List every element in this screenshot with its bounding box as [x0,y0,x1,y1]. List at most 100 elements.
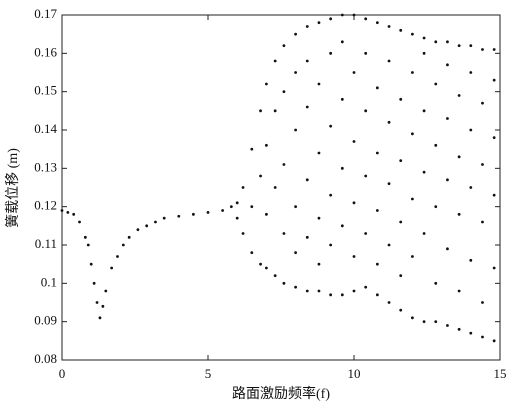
point [352,289,356,293]
point [492,78,496,82]
point [265,143,268,147]
point [422,109,426,113]
point [446,117,449,120]
point [457,94,461,97]
point [235,201,239,205]
point [492,266,496,270]
point [387,120,391,124]
point [259,262,262,266]
point [282,90,286,94]
point [329,293,333,297]
point [399,308,403,312]
point [83,235,87,239]
x-axis-label: 路面激励频率(f) [232,385,330,402]
point [66,211,70,214]
point [375,293,379,297]
point [317,262,321,266]
point [375,21,379,25]
point [250,147,254,151]
point [317,21,321,25]
point [98,316,102,320]
point [457,44,461,48]
point [481,163,484,166]
point [329,243,333,247]
y-tick-label: 0.08 [34,351,57,366]
point [411,132,414,136]
point [387,59,391,63]
point [206,211,210,214]
point [340,166,344,170]
point [457,212,461,216]
point [481,220,484,224]
point [411,71,414,74]
point [340,40,344,44]
point [265,82,268,86]
point [136,228,140,232]
point [492,339,496,343]
point [104,289,108,293]
point [434,205,438,209]
point [329,124,333,128]
point [352,201,356,205]
point [469,331,473,335]
point [352,13,356,17]
y-tick-label: 0.1 [41,274,57,289]
point [364,51,368,55]
y-tick-label: 0.12 [34,198,57,213]
point [110,266,114,270]
point [265,266,268,270]
point [469,128,473,132]
y-tick-label: 0.15 [34,83,57,98]
point [273,186,277,189]
point [352,140,356,143]
point [282,163,286,166]
point [434,143,438,147]
point [399,97,403,101]
plot-frame [61,14,501,361]
point [469,71,473,74]
point [469,44,473,48]
point [364,17,368,21]
point [481,101,484,105]
point [89,262,93,266]
point [294,251,297,255]
point [469,258,473,262]
x-tick-label: 5 [205,366,212,381]
point [387,182,391,186]
point [317,289,321,293]
point [352,255,356,258]
y-tick-label: 0.09 [34,313,57,328]
y-tick-label: 0.14 [34,121,57,136]
x-tick-label: 15 [494,366,507,381]
point [481,48,484,51]
point [375,262,379,266]
y-tick-label: 0.16 [34,44,57,59]
point [305,105,309,109]
y-tick-label: 0.13 [34,159,57,174]
point [294,285,297,289]
point [446,178,449,182]
point [92,281,96,285]
point [127,235,131,239]
point [273,59,277,63]
point [101,304,105,308]
x-tick-label: 0 [59,366,66,381]
point [446,324,449,327]
point [116,255,119,258]
point [329,51,333,55]
point [305,289,309,293]
point [364,109,368,113]
point [305,25,309,28]
point [265,212,268,216]
point [422,36,426,40]
point [469,186,473,189]
point [317,151,321,155]
point [86,243,90,247]
point [492,136,496,140]
point [235,216,239,220]
point [78,220,81,224]
point [457,289,461,293]
point [446,40,449,44]
point [250,251,254,255]
